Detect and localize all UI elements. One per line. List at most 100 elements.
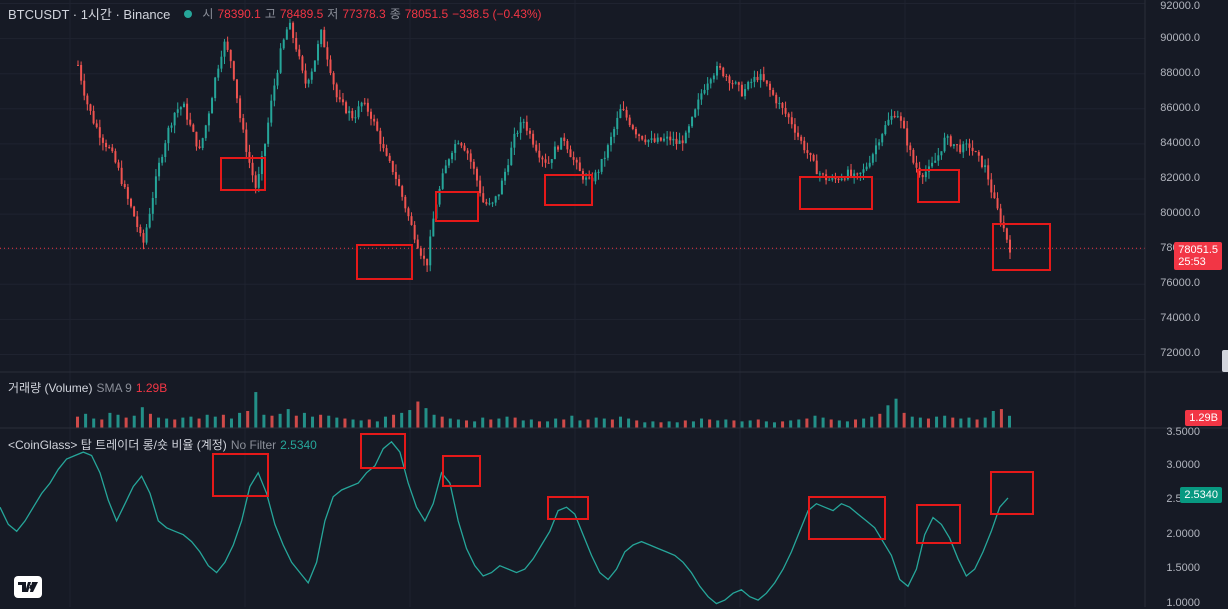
volume-bar xyxy=(521,420,525,428)
indicator-tick-label: 2.0000 xyxy=(1166,527,1200,540)
price-tick-label: 84000.0 xyxy=(1160,136,1200,149)
highlight-box xyxy=(917,169,960,203)
candle-body xyxy=(438,188,441,205)
volume-bar xyxy=(627,418,631,428)
volume-bar xyxy=(473,421,477,428)
candle-body xyxy=(220,56,223,69)
candle-body xyxy=(407,208,410,217)
volume-sma: SMA 9 xyxy=(96,380,132,395)
volume-value: 1.29B xyxy=(135,380,168,395)
candle-body xyxy=(317,44,320,61)
candle-body xyxy=(853,173,856,176)
candle-body xyxy=(737,82,740,85)
candle-body xyxy=(974,151,977,153)
indicator-legend[interactable]: <CoinGlass> 탑 트레이더 롱/숏 비율 (계정) No Filter… xyxy=(8,436,317,453)
candle-body xyxy=(675,138,678,144)
candle-body xyxy=(176,109,179,113)
price-tick-label: 82000.0 xyxy=(1160,171,1200,184)
candle-body xyxy=(310,71,313,80)
volume-bar xyxy=(570,415,574,428)
candle-body xyxy=(451,152,454,160)
candle-body xyxy=(697,99,700,110)
symbol-title[interactable]: BTCUSDT · 1시간 · Binance xyxy=(8,7,171,22)
candle-body xyxy=(934,160,937,163)
volume-bar xyxy=(221,414,225,428)
candle-body xyxy=(133,206,136,217)
candle-body xyxy=(379,130,382,145)
candle-body xyxy=(201,138,204,149)
price-tick-label: 80000.0 xyxy=(1160,207,1200,220)
candle-body xyxy=(681,140,684,144)
candle-body xyxy=(610,136,613,146)
candle-body xyxy=(382,144,385,149)
volume-bar xyxy=(708,419,712,428)
volume-bar xyxy=(764,421,768,428)
candle-body xyxy=(990,179,993,193)
price-tick-label: 74000.0 xyxy=(1160,312,1200,325)
candle-body xyxy=(818,173,821,175)
candle-body xyxy=(765,80,768,84)
volume-bar xyxy=(497,418,501,428)
candle-body xyxy=(887,119,890,126)
volume-bar xyxy=(943,415,947,428)
candle-body xyxy=(447,159,450,166)
price-badge: 78051.5 25:53 xyxy=(1174,242,1222,270)
volume-bar xyxy=(935,416,939,428)
candle-body xyxy=(98,127,101,138)
volume-bar xyxy=(886,405,890,428)
candle-body xyxy=(229,49,232,62)
candle-body xyxy=(158,162,161,177)
candle-body xyxy=(101,137,104,143)
collapse-handle-icon[interactable] xyxy=(1222,350,1228,372)
candle-body xyxy=(394,172,397,179)
indicator-value: 2.5340 xyxy=(280,437,317,452)
candle-body xyxy=(279,48,282,73)
candle-body xyxy=(719,65,722,68)
candle-body xyxy=(575,159,578,163)
volume-bar xyxy=(229,418,233,428)
volume-bar xyxy=(76,416,79,428)
candle-body xyxy=(594,172,597,182)
candle-body xyxy=(494,196,497,203)
candle-body xyxy=(722,67,725,77)
volume-legend[interactable]: 거래량 (Volume) SMA 9 1.29B xyxy=(8,379,167,396)
volume-bar xyxy=(132,415,136,428)
volume-bar xyxy=(278,413,282,428)
candle-body xyxy=(862,169,865,173)
volume-bar xyxy=(432,414,436,428)
indicator-series xyxy=(0,440,1009,605)
volume-bar xyxy=(456,419,460,428)
candle-body xyxy=(198,146,201,149)
volume-bar xyxy=(618,416,622,428)
candle-body xyxy=(937,155,940,161)
volume-bar xyxy=(205,414,209,428)
candle-body xyxy=(959,144,962,153)
volume-bar xyxy=(302,412,306,428)
candle-body xyxy=(628,117,631,126)
price-tick-label: 88000.0 xyxy=(1160,66,1200,79)
price-tick-label: 90000.0 xyxy=(1160,31,1200,44)
volume-bar xyxy=(870,416,874,428)
indicator-line xyxy=(0,440,1009,605)
candle-body xyxy=(828,179,831,181)
indicator-tick-label: 1.0000 xyxy=(1166,596,1200,609)
candle-body xyxy=(519,122,522,133)
volume-bar xyxy=(724,419,728,428)
candle-body xyxy=(881,134,884,143)
candle-body xyxy=(563,137,566,142)
tradingview-logo-icon[interactable] xyxy=(14,576,42,598)
candle-body xyxy=(491,202,494,204)
candle-body xyxy=(544,159,547,163)
open-label: 시 xyxy=(202,7,214,21)
candle-body xyxy=(288,22,291,30)
candle-body xyxy=(77,64,79,66)
candle-body xyxy=(235,79,238,99)
indicator-tick-label: 3.0000 xyxy=(1166,458,1200,471)
candle-body xyxy=(245,129,248,152)
volume-bar xyxy=(375,421,379,428)
volume-bar xyxy=(926,418,930,428)
candle-body xyxy=(373,118,376,122)
price-tick-label: 92000.0 xyxy=(1160,0,1200,12)
